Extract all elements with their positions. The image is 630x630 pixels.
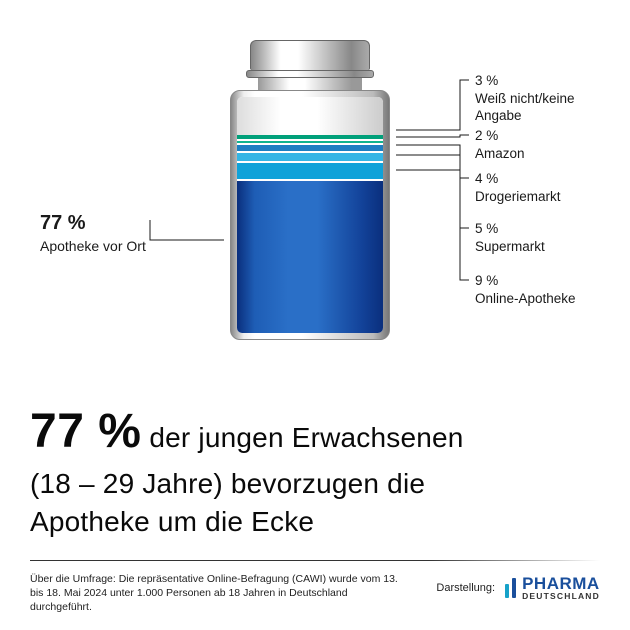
fill-stack <box>237 97 383 333</box>
headline-rest1: der jungen Erwachsenen <box>141 422 463 453</box>
credit-label: Darstellung: <box>436 582 495 594</box>
callout-apotheke-vor-ort: 77 % Apotheke vor Ort <box>40 210 146 256</box>
callout-pct: 9 % <box>475 272 576 290</box>
bottle-body <box>230 90 390 340</box>
headline-pct: 77 % <box>30 405 141 458</box>
bottle-cap-lip <box>246 70 374 78</box>
segment-drogerie <box>237 145 383 153</box>
headline: 77 % der jungen Erwachsenen (18 – 29 Jah… <box>30 400 600 540</box>
callout-no_answer: 3 %Weiß nicht/keineAngabe <box>475 72 575 125</box>
callout-pct: 3 % <box>475 72 575 90</box>
brand-line1: PHARMA <box>522 575 600 592</box>
survey-note: Über die Umfrage: Die repräsentative Onl… <box>30 572 400 615</box>
chart-area: 77 % Apotheke vor Ort 3 %Weiß nicht/kein… <box>0 30 630 380</box>
footer-divider <box>30 560 600 561</box>
headline-line2: (18 – 29 Jahre) bevorzugen die <box>30 468 425 499</box>
brand-logo: PHARMA DEUTSCHLAND <box>505 575 600 601</box>
callout-label-line: Supermarkt <box>475 238 545 256</box>
credit-block: Darstellung: PHARMA DEUTSCHLAND <box>436 575 600 601</box>
callout-label-line: Weiß nicht/keine <box>475 90 575 108</box>
segment-online_apo <box>237 163 383 181</box>
bottle-neck <box>258 78 362 90</box>
callout-drogerie: 4 %Drogeriemarkt <box>475 170 561 205</box>
bottle-cap <box>250 40 370 70</box>
callout-online_apo: 9 %Online-Apotheke <box>475 272 576 307</box>
brand-text: PHARMA DEUTSCHLAND <box>522 575 600 601</box>
callout-supermarkt: 5 %Supermarkt <box>475 220 545 255</box>
callout-pct: 5 % <box>475 220 545 238</box>
callout-pct: 2 % <box>475 127 525 145</box>
callout-amazon: 2 %Amazon <box>475 127 525 162</box>
headline-line3: Apotheke um die Ecke <box>30 506 314 537</box>
callout-label-line: Amazon <box>475 145 525 163</box>
brand-line2: DEUTSCHLAND <box>522 592 600 601</box>
callout-label-line: Angabe <box>475 107 575 125</box>
callout-label-line: Online-Apotheke <box>475 290 576 308</box>
callout-left-pct: 77 % <box>40 210 146 237</box>
callout-pct: 4 % <box>475 170 561 188</box>
segment-supermarkt <box>237 153 383 163</box>
callout-left-label: Apotheke vor Ort <box>40 237 146 256</box>
callout-label-line: Drogeriemarkt <box>475 188 561 206</box>
segment-apotheke_vor_ort <box>237 181 383 333</box>
brand-bars-icon <box>505 578 516 598</box>
bottle-graphic <box>230 40 390 340</box>
